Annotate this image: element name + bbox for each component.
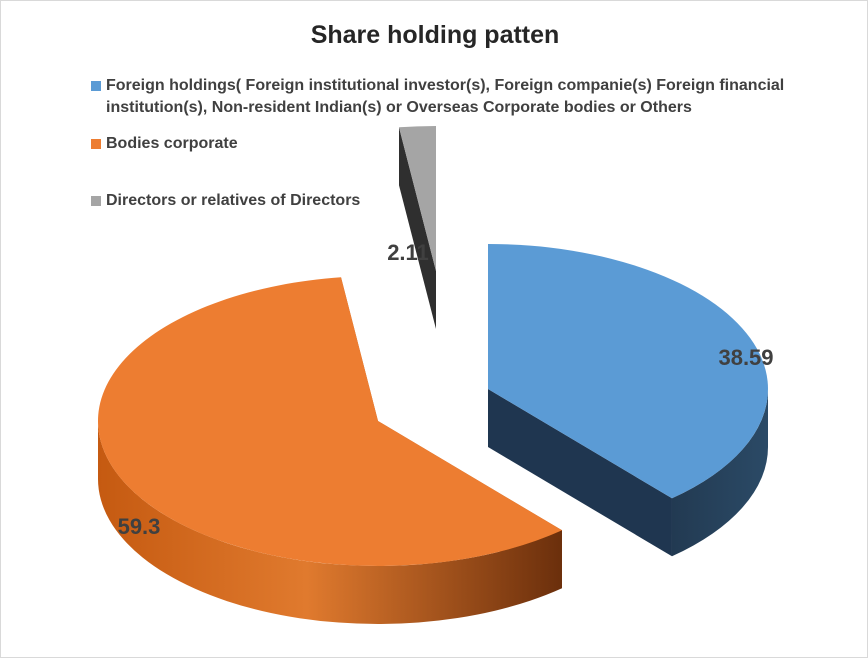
pie-slice-top-foreign-holdings bbox=[488, 244, 769, 499]
pie-slice-top-directors bbox=[398, 126, 436, 271]
pie-slice-rim-bodies-corporate bbox=[98, 421, 562, 624]
legend-swatch-directors bbox=[91, 196, 101, 206]
data-label-bodies-corporate: 59.3 bbox=[118, 514, 161, 539]
legend-item-directors: Directors or relatives of Directors bbox=[91, 190, 806, 212]
pie-slice-top-bodies-corporate bbox=[97, 277, 562, 566]
pie-slice-bodies-corporate bbox=[97, 277, 562, 624]
pie-slice-wall-foreign-holdings-1 bbox=[488, 389, 672, 557]
chart-title: Share holding patten bbox=[310, 21, 560, 49]
data-label-directors: 2.11 bbox=[387, 240, 429, 265]
legend-item-foreign-holdings: Foreign holdings( Foreign institutional … bbox=[91, 75, 806, 119]
pie-slice-rim-foreign-holdings bbox=[671, 389, 768, 557]
legend-label-directors: Directors or relatives of Directors bbox=[106, 192, 361, 209]
legend-item-bodies-corporate: Bodies corporate bbox=[91, 133, 806, 155]
legend-label-foreign-holdings: Foreign holdings( Foreign institutional … bbox=[106, 77, 785, 116]
pie-slice-wall-directors-0 bbox=[398, 127, 436, 330]
pie-slice-directors bbox=[398, 126, 436, 330]
pie-slice-foreign-holdings bbox=[488, 244, 769, 557]
legend-label-bodies-corporate: Bodies corporate bbox=[106, 135, 238, 152]
legend-swatch-foreign-holdings bbox=[91, 81, 101, 91]
data-label-foreign-holdings: 38.59 bbox=[718, 345, 773, 370]
legend-swatch-bodies-corporate bbox=[91, 139, 101, 149]
